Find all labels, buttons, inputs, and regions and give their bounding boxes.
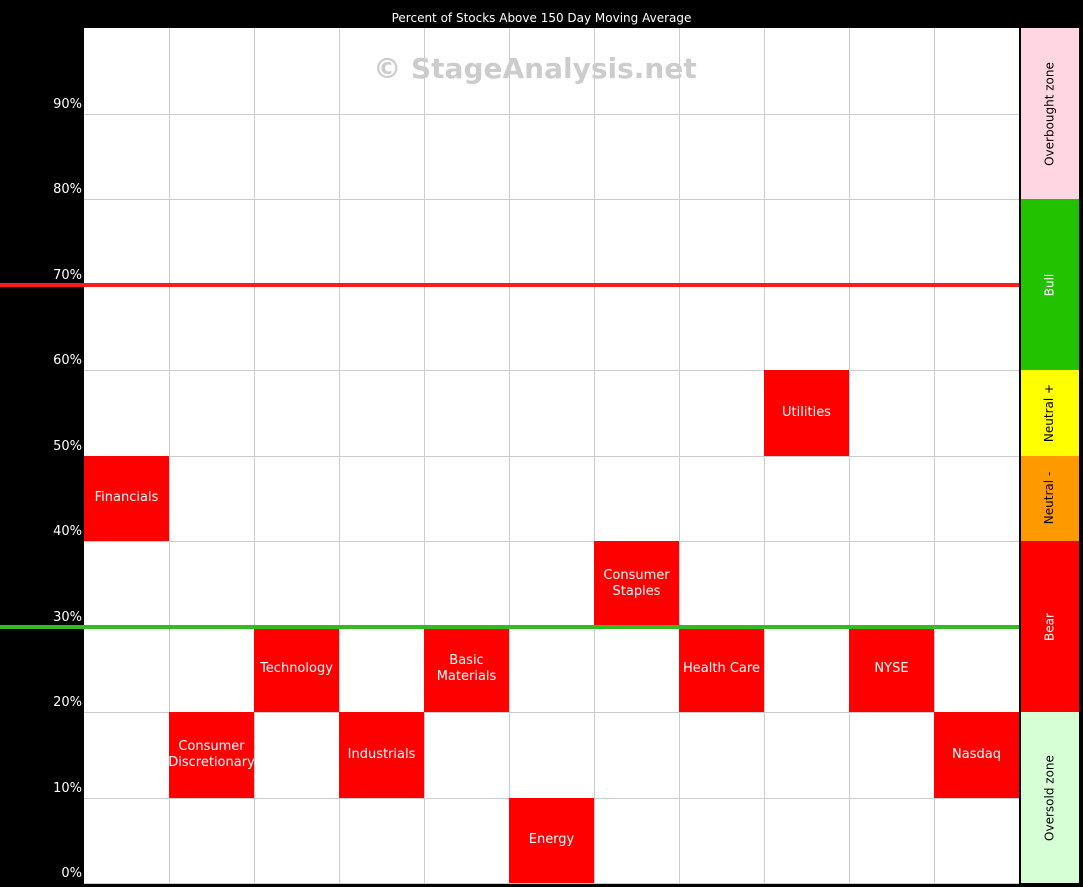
cell: NYSE xyxy=(849,626,934,712)
cell: Consumer Staples xyxy=(594,541,679,627)
chart-title: Percent of Stocks Above 150 Day Moving A… xyxy=(391,11,692,25)
zone xyxy=(1021,199,1079,370)
cell: Consumer Discretionary xyxy=(168,712,255,798)
grid-line xyxy=(84,370,1019,371)
y-tick-label: 10% xyxy=(53,780,82,796)
zone-label: Oversold zone xyxy=(1042,754,1056,841)
zone-label: Neutral + xyxy=(1042,383,1056,442)
cell: Basic Materials xyxy=(424,626,509,712)
y-tick-label: 70% xyxy=(53,267,82,283)
reference-line xyxy=(0,282,1019,287)
cell: Financials xyxy=(84,455,169,541)
zone xyxy=(1021,541,1079,712)
zone-label: Overbought zone xyxy=(1042,61,1056,166)
y-tick-label: 20% xyxy=(53,695,82,710)
zone xyxy=(1021,712,1079,883)
y-tick-label: 80% xyxy=(53,182,82,197)
grid-line xyxy=(84,113,1019,115)
grid-line xyxy=(84,883,1019,884)
cell: Health Care xyxy=(679,626,764,712)
y-tick-label: 50% xyxy=(53,438,82,454)
y-tick-label: 30% xyxy=(53,609,82,625)
zone-label: Neutral - xyxy=(1042,472,1056,525)
grid-line xyxy=(84,712,1019,713)
cell: Nasdaq xyxy=(934,712,1019,798)
grid-line xyxy=(84,541,1019,542)
y-tick-label: 60% xyxy=(53,353,82,368)
cell: Industrials xyxy=(339,712,424,798)
zone-label: Bear xyxy=(1042,612,1056,641)
zone xyxy=(1021,28,1079,199)
cell: Utilities xyxy=(764,370,849,456)
grid-line xyxy=(84,199,1019,200)
zone-label: Bull xyxy=(1042,273,1056,296)
grid-line xyxy=(84,455,1019,457)
y-tick-label: 0% xyxy=(61,866,82,881)
cell: Technology xyxy=(254,626,339,712)
zone xyxy=(1021,455,1079,541)
reference-line xyxy=(0,624,1019,629)
zone xyxy=(1021,370,1079,456)
cell: Energy xyxy=(509,797,594,883)
y-tick-label: 90% xyxy=(53,96,82,112)
watermark: © StageAnalysis.net xyxy=(373,52,697,85)
y-tick-label: 40% xyxy=(53,524,82,539)
